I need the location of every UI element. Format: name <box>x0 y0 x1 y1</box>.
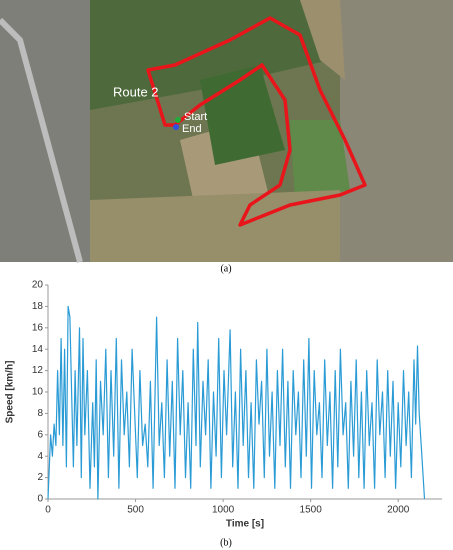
map-forest <box>90 0 330 110</box>
satellite-map: Route 2 Start End <box>0 0 453 263</box>
start-label: Start <box>184 111 207 123</box>
map-scrub <box>90 190 340 262</box>
y-tick-label: 4 <box>37 451 43 462</box>
y-tick-label: 12 <box>32 365 44 376</box>
y-tick-label: 0 <box>37 494 43 505</box>
y-tick-label: 2 <box>37 472 43 483</box>
map-field <box>300 0 345 80</box>
route <box>146 16 367 227</box>
y-tick-label: 20 <box>32 280 44 291</box>
x-axis-label: Time [s] <box>226 519 264 530</box>
y-tick-label: 10 <box>32 387 44 398</box>
y-tick-label: 14 <box>32 344 44 355</box>
end-label: End <box>182 123 202 135</box>
start-marker <box>175 117 181 123</box>
x-tick-label: 1000 <box>212 505 235 516</box>
end-marker <box>173 124 179 130</box>
x-tick-label: 2000 <box>387 505 410 516</box>
line-series <box>47 305 426 500</box>
route-label: Route 2 <box>113 84 159 99</box>
caption: (b) <box>220 537 232 548</box>
y-tick-label: 6 <box>37 429 43 440</box>
map-park <box>290 120 350 200</box>
y-tick-label: 8 <box>37 408 43 419</box>
x-tick-label: 1500 <box>300 505 323 516</box>
x-tick-label: 500 <box>127 505 144 516</box>
map-road <box>0 17 83 263</box>
y-axis-label: Speed [km/h] <box>5 361 16 424</box>
map-urban <box>340 0 453 262</box>
y-tick-label: 16 <box>32 322 44 333</box>
caption: (a) <box>220 263 231 274</box>
y-tick-label: 18 <box>32 301 44 312</box>
x-tick-label: 0 <box>45 505 51 516</box>
